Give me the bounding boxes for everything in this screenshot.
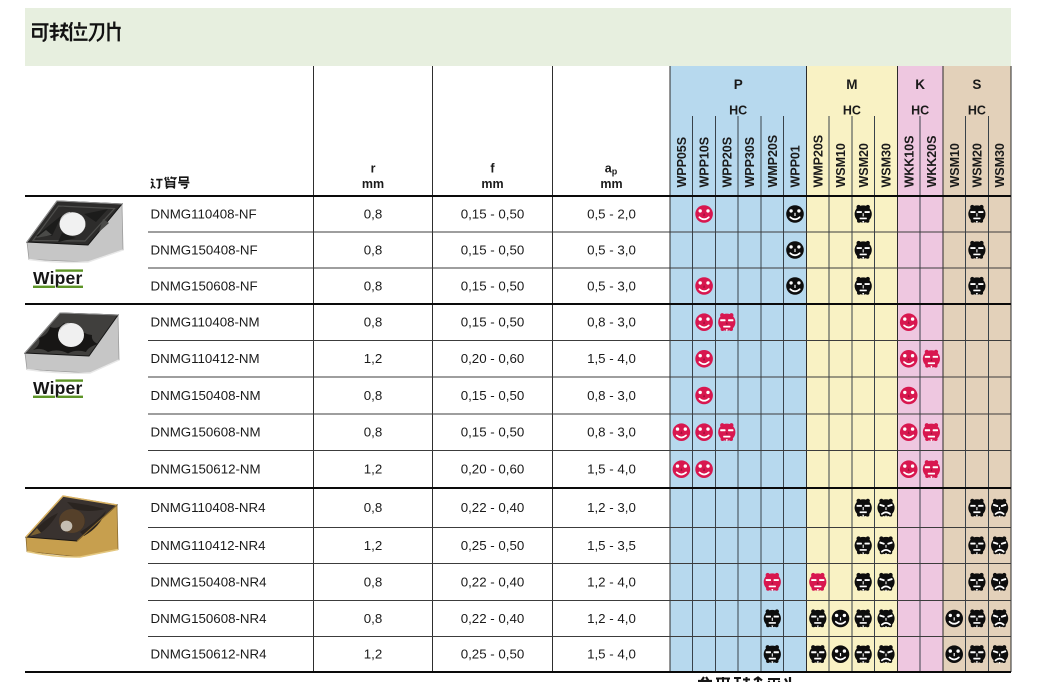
svg-text:1,2: 1,2	[364, 462, 383, 477]
svg-text:WPP05S: WPP05S	[675, 137, 689, 188]
svg-text:0,22 - 0,40: 0,22 - 0,40	[461, 574, 525, 589]
svg-text:WSM20: WSM20	[857, 143, 871, 187]
svg-text:0,8 - 3,0: 0,8 - 3,0	[587, 388, 636, 403]
svg-text:WSM20: WSM20	[971, 143, 985, 187]
svg-text:r: r	[371, 162, 376, 176]
svg-text:0,8: 0,8	[364, 278, 383, 293]
svg-text:1,2: 1,2	[364, 351, 383, 366]
svg-text:0,8: 0,8	[364, 611, 383, 626]
svg-text:M: M	[846, 77, 857, 92]
svg-text:0,25 - 0,50: 0,25 - 0,50	[461, 647, 525, 662]
svg-text:0,15 - 0,50: 0,15 - 0,50	[461, 388, 525, 403]
svg-text:1,2 - 3,0: 1,2 - 3,0	[587, 500, 636, 515]
svg-text:1,2 - 4,0: 1,2 - 4,0	[587, 611, 636, 626]
svg-text:WPP30S: WPP30S	[743, 137, 757, 188]
svg-text:0,8: 0,8	[364, 425, 383, 440]
svg-text:DNMG150408-NF: DNMG150408-NF	[151, 242, 258, 257]
svg-text:K: K	[915, 77, 925, 92]
svg-text:0,15 - 0,50: 0,15 - 0,50	[461, 242, 525, 257]
svg-text:mm: mm	[481, 177, 503, 191]
svg-text:WPP01: WPP01	[789, 145, 803, 187]
svg-text:0,5 - 2,0: 0,5 - 2,0	[587, 206, 636, 221]
svg-text:mm: mm	[600, 177, 622, 191]
svg-text:1,5 - 3,5: 1,5 - 3,5	[587, 538, 636, 553]
svg-text:0,20 - 0,60: 0,20 - 0,60	[461, 351, 525, 366]
svg-text:HC: HC	[729, 104, 747, 118]
svg-text:0,20 - 0,60: 0,20 - 0,60	[461, 462, 525, 477]
svg-text:WSM30: WSM30	[880, 143, 894, 187]
svg-text:WSM10: WSM10	[834, 143, 848, 187]
svg-text:HC: HC	[911, 104, 929, 118]
svg-text:0,15 - 0,50: 0,15 - 0,50	[461, 206, 525, 221]
svg-text:0,8: 0,8	[364, 206, 383, 221]
svg-text:HC: HC	[968, 104, 986, 118]
svg-text:DNMG110412-NR4: DNMG110412-NR4	[151, 538, 266, 553]
svg-text:DNMG150408-NR4: DNMG150408-NR4	[151, 574, 267, 589]
svg-text:0,5 - 3,0: 0,5 - 3,0	[587, 278, 636, 293]
svg-text:DNMG150612-NR4: DNMG150612-NR4	[151, 647, 267, 662]
svg-text:WPP10S: WPP10S	[698, 137, 712, 188]
svg-text:0,5 - 3,0: 0,5 - 3,0	[587, 242, 636, 257]
svg-text:WKK10S: WKK10S	[902, 136, 916, 188]
svg-text:mm: mm	[362, 177, 384, 191]
svg-text:0,8: 0,8	[364, 315, 383, 330]
svg-text:1,5 - 4,0: 1,5 - 4,0	[587, 351, 636, 366]
svg-text:WMP20S: WMP20S	[811, 135, 825, 188]
svg-text:0,15 - 0,50: 0,15 - 0,50	[461, 425, 525, 440]
svg-text:0,8: 0,8	[364, 574, 383, 589]
svg-text:0,25 - 0,50: 0,25 - 0,50	[461, 538, 525, 553]
svg-text:WSM10: WSM10	[948, 143, 962, 187]
svg-text:0,15 - 0,50: 0,15 - 0,50	[461, 315, 525, 330]
svg-text:f: f	[490, 162, 495, 176]
svg-text:WPP20S: WPP20S	[720, 137, 734, 188]
svg-text:DNMG150408-NM: DNMG150408-NM	[151, 388, 261, 403]
svg-text:S: S	[972, 77, 981, 92]
svg-text:0,8: 0,8	[364, 388, 383, 403]
svg-text:HC: HC	[843, 104, 861, 118]
svg-text:0,22 - 0,40: 0,22 - 0,40	[461, 500, 525, 515]
svg-text:0,8: 0,8	[364, 500, 383, 515]
svg-text:0,15 - 0,50: 0,15 - 0,50	[461, 278, 525, 293]
svg-text:1,5 - 4,0: 1,5 - 4,0	[587, 647, 636, 662]
svg-text:0,8 - 3,0: 0,8 - 3,0	[587, 425, 636, 440]
svg-text:WMP20S: WMP20S	[766, 135, 780, 188]
svg-text:DNMG150608-NF: DNMG150608-NF	[151, 278, 258, 293]
svg-text:Wiper: Wiper	[33, 268, 82, 288]
svg-text:Wiper: Wiper	[33, 378, 82, 398]
svg-text:0,8 - 3,0: 0,8 - 3,0	[587, 315, 636, 330]
svg-text:0,8: 0,8	[364, 242, 383, 257]
svg-text:DNMG150608-NR4: DNMG150608-NR4	[151, 611, 267, 626]
svg-text:WSM30: WSM30	[993, 143, 1007, 187]
svg-text:DNMG150608-NM: DNMG150608-NM	[151, 425, 261, 440]
svg-text:1,2 - 4,0: 1,2 - 4,0	[587, 574, 636, 589]
svg-text:WKK20S: WKK20S	[925, 136, 939, 188]
svg-text:DNMG110408-NF: DNMG110408-NF	[151, 206, 257, 221]
svg-text:P: P	[734, 77, 743, 92]
svg-text:1,2: 1,2	[364, 647, 383, 662]
svg-text:DNMG110408-NR4: DNMG110408-NR4	[151, 500, 266, 515]
svg-text:DNMG150612-NM: DNMG150612-NM	[151, 462, 261, 477]
svg-text:0,22 - 0,40: 0,22 - 0,40	[461, 611, 525, 626]
svg-text:DNMG110408-NM: DNMG110408-NM	[151, 315, 260, 330]
svg-text:DNMG110412-NM: DNMG110412-NM	[151, 351, 260, 366]
svg-text:1,2: 1,2	[364, 538, 383, 553]
svg-text:1,5 - 4,0: 1,5 - 4,0	[587, 462, 636, 477]
